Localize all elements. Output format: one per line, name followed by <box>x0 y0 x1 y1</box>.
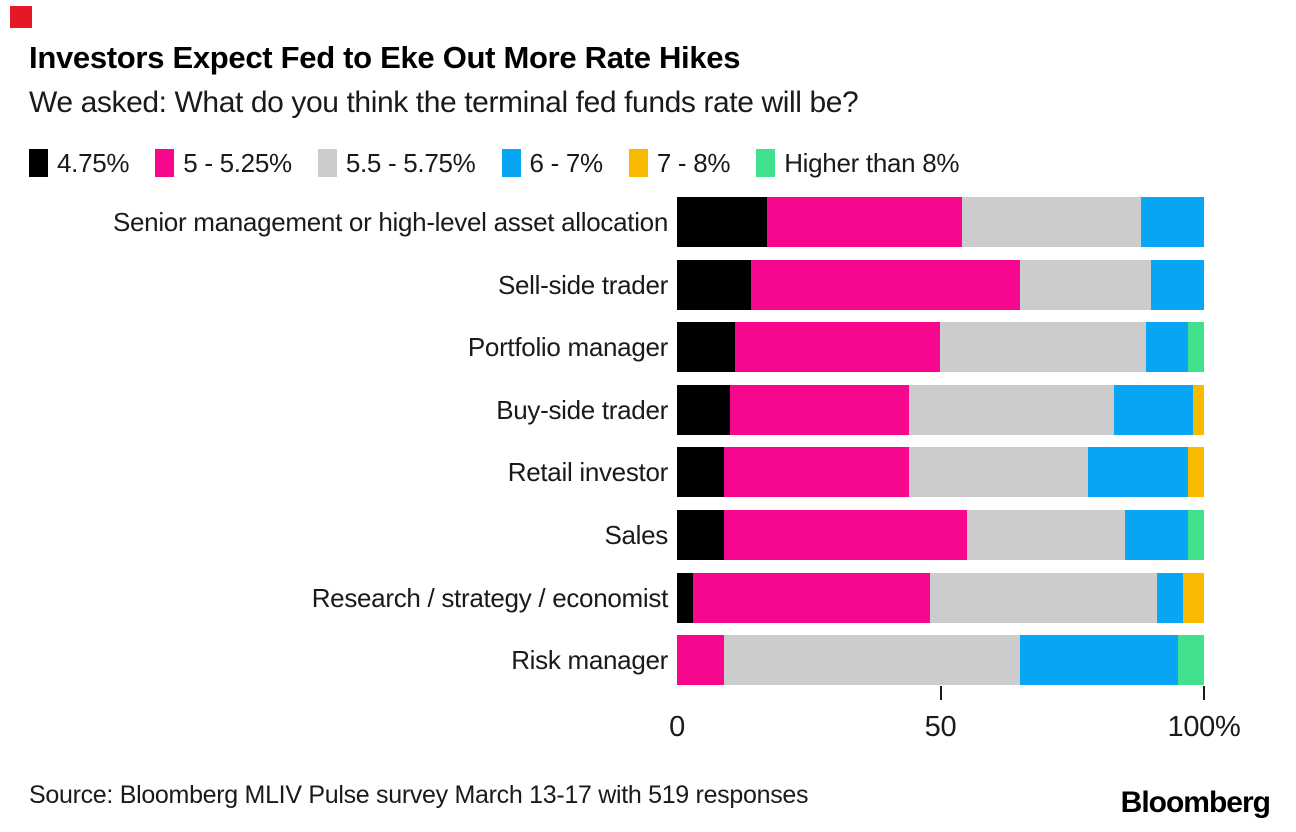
legend-swatch-icon <box>155 149 175 177</box>
legend-item: Higher than 8% <box>756 147 960 179</box>
bar-segment <box>1019 635 1178 686</box>
bar-segment <box>677 259 751 310</box>
legend-item: 5.5 - 5.75% <box>317 147 476 179</box>
bar-segment <box>908 384 1115 435</box>
bar-segment <box>940 322 1146 373</box>
bar-segment <box>1193 384 1204 435</box>
bar-track <box>677 322 1204 373</box>
legend-swatch-icon <box>501 149 521 177</box>
bar-segment <box>724 509 967 560</box>
category-label: Risk manager <box>511 645 668 676</box>
bar-segment <box>1156 572 1183 623</box>
chart-row: Retail investor <box>0 447 1204 498</box>
chart-row: Sales <box>0 509 1204 560</box>
category-label: Sell-side trader <box>497 269 668 300</box>
bar-segment <box>1140 197 1204 247</box>
category-label: Portfolio manager <box>467 332 668 363</box>
chart-row: Buy-side trader <box>0 384 1204 435</box>
bar-segment <box>961 197 1141 247</box>
bar-track <box>677 509 1204 560</box>
category-label: Sales <box>604 519 668 550</box>
category-label: Research / strategy / economist <box>311 582 669 613</box>
category-label: Retail investor <box>507 457 669 488</box>
bar-segment <box>729 384 909 435</box>
bar-segment <box>929 572 1157 623</box>
legend-swatch-icon <box>317 149 337 177</box>
bar-segment <box>1182 572 1204 623</box>
legend-label: 5 - 5.25% <box>183 147 292 178</box>
legend-label: 4.75% <box>57 147 130 178</box>
category-label: Buy-side trader <box>496 394 668 425</box>
chart-row: Portfolio manager <box>0 322 1204 373</box>
bar-segment <box>724 635 1020 686</box>
chart-row: Senior management or high-level asset al… <box>0 197 1204 247</box>
bar-segment <box>1177 635 1204 686</box>
bar-segment <box>1151 259 1204 310</box>
bar-segment <box>1088 447 1189 498</box>
bar-segment <box>1114 384 1194 435</box>
x-axis: 0 50 100% <box>669 685 1241 755</box>
bar-track <box>677 572 1204 623</box>
chart-row: Sell-side trader <box>0 259 1204 310</box>
bar-track <box>677 384 1204 435</box>
bar-segment <box>1146 322 1189 373</box>
axis-tick-label: 100% <box>1167 711 1241 743</box>
red-square-marker-icon <box>10 6 32 28</box>
bar-segment <box>677 197 767 247</box>
bar-segment <box>677 572 693 623</box>
bar-segment <box>677 322 735 373</box>
bar-segment <box>1188 509 1204 560</box>
category-label: Senior management or high-level asset al… <box>112 207 668 237</box>
bar-segment <box>750 259 1020 310</box>
legend-item: 6 - 7% <box>501 147 604 179</box>
bar-segment <box>677 447 725 498</box>
bar-track <box>677 197 1204 247</box>
legend-item: 5 - 5.25% <box>155 148 292 179</box>
legend-swatch-icon <box>628 149 648 177</box>
bar-segment <box>734 322 941 373</box>
bar-segment <box>766 197 962 247</box>
legend-label: 5.5 - 5.75% <box>345 147 476 178</box>
bar-segment <box>1188 322 1204 373</box>
bar-track <box>677 635 1204 686</box>
axis-tick-label: 0 <box>669 711 685 743</box>
bar-segment <box>1124 509 1189 560</box>
bar-segment <box>677 635 725 686</box>
chart-row: Research / strategy / economist <box>0 572 1204 623</box>
legend-label: 7 - 8% <box>656 147 731 178</box>
chart-row: Risk manager <box>0 635 1204 686</box>
bar-segment <box>966 509 1125 560</box>
legend-label: 6 - 7% <box>529 147 604 178</box>
chart-rows: Senior management or high-level asset al… <box>0 197 1204 698</box>
bar-segment <box>1019 259 1152 310</box>
bar-segment <box>692 572 930 623</box>
axis-tick-mark <box>1203 686 1205 700</box>
legend-item: 7 - 8% <box>628 147 731 179</box>
bar-track <box>677 259 1204 310</box>
source-note: Source: Bloomberg MLIV Pulse survey Marc… <box>29 781 809 809</box>
bar-segment <box>677 509 725 560</box>
legend-item: 4.75% <box>29 147 130 179</box>
legend: 4.75% 5 - 5.25% 5.5 - 5.75% 6 - 7% 7 - 8% Hig… <box>29 147 960 179</box>
legend-swatch-icon <box>756 149 776 177</box>
legend-label: Higher than 8% <box>784 147 960 178</box>
bar-segment <box>1188 447 1204 498</box>
axis-tick-label: 50 <box>924 711 957 743</box>
chart-title: Investors Expect Fed to Eke Out More Rat… <box>29 40 741 75</box>
chart-subtitle: We asked: What do you think the terminal… <box>29 86 859 119</box>
legend-swatch-icon <box>29 149 48 177</box>
bar-segment <box>908 447 1089 498</box>
bar-segment <box>677 384 730 435</box>
axis-tick-mark <box>939 686 942 700</box>
bar-segment <box>724 447 909 498</box>
bloomberg-logo: Bloomberg <box>1120 786 1271 819</box>
bar-track <box>677 447 1204 498</box>
